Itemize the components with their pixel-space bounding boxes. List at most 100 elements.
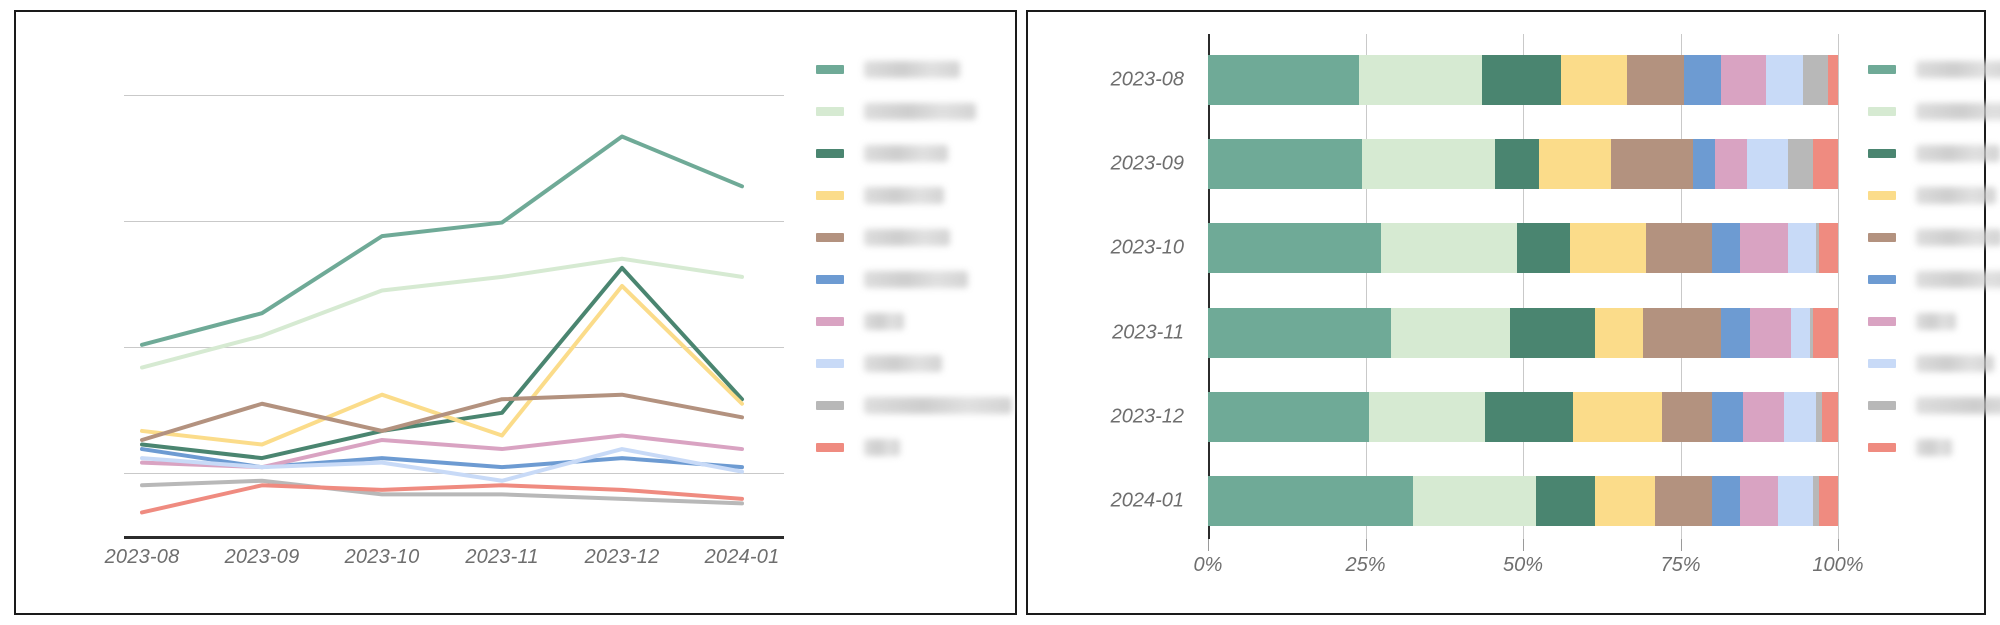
bar-segment-series-8[interactable] xyxy=(1778,475,1813,526)
bar-segment-series-2[interactable] xyxy=(1362,139,1495,190)
bar-segment-series-3[interactable] xyxy=(1510,307,1596,358)
legend-bar-item[interactable] xyxy=(1868,216,2000,258)
bar-segment-series-10[interactable] xyxy=(1819,475,1838,526)
bar-segment-series-4[interactable] xyxy=(1595,307,1643,358)
legend-item-label xyxy=(864,354,942,372)
bar-segment-series-3[interactable] xyxy=(1482,55,1561,106)
legend-bar-item[interactable] xyxy=(1868,90,2000,132)
bar-segment-series-7[interactable] xyxy=(1740,223,1788,274)
bar-segment-series-1[interactable] xyxy=(1208,55,1360,106)
bar-segment-series-6[interactable] xyxy=(1711,391,1744,442)
bar-segment-series-3[interactable] xyxy=(1485,391,1574,442)
legend-swatch-icon xyxy=(816,400,844,410)
legend-line-item[interactable] xyxy=(816,48,1012,90)
legend-bar-item[interactable] xyxy=(1868,342,2000,384)
bar-segment-series-6[interactable] xyxy=(1711,475,1741,526)
legend-bar-item[interactable] xyxy=(1868,174,2000,216)
legend-item-label xyxy=(1916,102,2000,120)
bar-segment-series-10[interactable] xyxy=(1812,307,1838,358)
bar-segment-series-1[interactable] xyxy=(1208,139,1363,190)
line-series-series-5 xyxy=(140,392,744,442)
bar-segment-series-4[interactable] xyxy=(1573,391,1662,442)
bar-segment-series-9[interactable] xyxy=(1815,223,1820,274)
bar-segment-series-3[interactable] xyxy=(1494,139,1539,190)
stacked-bar-row[interactable]: 2023-09 xyxy=(1111,139,1838,190)
bar-segment-series-1[interactable] xyxy=(1208,223,1382,274)
stacked-bar-row[interactable]: 2023-10 xyxy=(1111,223,1838,274)
bar-segment-series-8[interactable] xyxy=(1765,55,1804,106)
line-chart-legend xyxy=(816,48,1012,468)
bar-segment-series-9[interactable] xyxy=(1815,391,1823,442)
bar-segment-series-10[interactable] xyxy=(1819,223,1838,274)
bar-segment-series-6[interactable] xyxy=(1683,55,1722,106)
legend-bar-item[interactable] xyxy=(1868,258,2000,300)
legend-line-item[interactable] xyxy=(816,426,1012,468)
bar-segment-series-8[interactable] xyxy=(1746,139,1788,190)
legend-line-item[interactable] xyxy=(816,300,1012,342)
legend-swatch-icon xyxy=(816,358,844,368)
legend-bar-item[interactable] xyxy=(1868,132,2000,174)
line-series-series-1 xyxy=(140,134,744,347)
legend-line-item[interactable] xyxy=(816,342,1012,384)
bar-segment-series-5[interactable] xyxy=(1626,55,1684,106)
bar-segment-series-3[interactable] xyxy=(1516,223,1571,274)
stacked-bar-row[interactable]: 2024-01 xyxy=(1111,475,1838,526)
bar-segment-series-7[interactable] xyxy=(1721,55,1766,106)
bar-segment-series-4[interactable] xyxy=(1538,139,1612,190)
legend-line-item[interactable] xyxy=(816,90,1012,132)
bar-segment-series-5[interactable] xyxy=(1655,475,1712,526)
bar-row-label: 2024-01 xyxy=(1110,489,1184,512)
bar-segment-series-4[interactable] xyxy=(1570,223,1646,274)
bar-segment-series-8[interactable] xyxy=(1787,223,1816,274)
bar-segment-series-10[interactable] xyxy=(1812,139,1838,190)
bar-segment-series-5[interactable] xyxy=(1611,139,1694,190)
legend-swatch-icon xyxy=(1868,358,1896,368)
stacked-bar-row[interactable]: 2023-08 xyxy=(1111,55,1838,106)
bar-segment-series-7[interactable] xyxy=(1743,391,1785,442)
legend-item-label xyxy=(1916,186,1996,204)
bar-segment-series-8[interactable] xyxy=(1790,307,1810,358)
bar-segment-series-1[interactable] xyxy=(1208,391,1369,442)
stacked-bar-row[interactable]: 2023-12 xyxy=(1111,391,1838,442)
bar-segment-series-9[interactable] xyxy=(1809,307,1813,358)
bar-segment-series-9[interactable] xyxy=(1812,475,1820,526)
bar-segment-series-7[interactable] xyxy=(1749,307,1791,358)
bar-segment-series-5[interactable] xyxy=(1642,307,1722,358)
legend-bar-item[interactable] xyxy=(1868,48,2000,90)
legend-line-item[interactable] xyxy=(816,132,1012,174)
bar-segment-series-2[interactable] xyxy=(1390,307,1511,358)
bar-segment-series-2[interactable] xyxy=(1412,475,1536,526)
legend-swatch-icon xyxy=(816,442,844,452)
legend-bar-item[interactable] xyxy=(1868,300,2000,342)
stacked-bar-plot-area: 2023-08 2023-09 2023-10 2023-11 2023-12 2024-… xyxy=(1111,34,1864,576)
legend-item-label xyxy=(1916,60,2000,78)
bar-segment-series-2[interactable] xyxy=(1381,223,1517,274)
legend-line-item[interactable] xyxy=(816,384,1012,426)
bar-segment-series-5[interactable] xyxy=(1645,223,1712,274)
legend-line-item[interactable] xyxy=(816,174,1012,216)
stacked-bar-row[interactable]: 2023-11 xyxy=(1112,307,1838,358)
bar-segment-series-6[interactable] xyxy=(1693,139,1716,190)
bar-segment-series-6[interactable] xyxy=(1721,307,1750,358)
bar-segment-series-10[interactable] xyxy=(1828,55,1838,106)
legend-line-item[interactable] xyxy=(816,216,1012,258)
legend-bar-item[interactable] xyxy=(1868,384,2000,426)
bar-segment-series-7[interactable] xyxy=(1715,139,1747,190)
bar-segment-series-10[interactable] xyxy=(1822,391,1838,442)
bar-segment-series-9[interactable] xyxy=(1803,55,1829,106)
bar-segment-series-2[interactable] xyxy=(1368,391,1486,442)
legend-line-item[interactable] xyxy=(816,258,1012,300)
bar-segment-series-1[interactable] xyxy=(1208,475,1413,526)
bar-segment-series-3[interactable] xyxy=(1535,475,1596,526)
bar-segment-series-4[interactable] xyxy=(1560,55,1627,106)
legend-bar-item[interactable] xyxy=(1868,426,2000,468)
bar-segment-series-7[interactable] xyxy=(1740,475,1779,526)
bar-segment-series-5[interactable] xyxy=(1661,391,1712,442)
bar-segment-series-6[interactable] xyxy=(1711,223,1741,274)
bar-segment-series-8[interactable] xyxy=(1784,391,1816,442)
bar-segment-series-9[interactable] xyxy=(1787,139,1813,190)
y-axis-line xyxy=(1208,34,1210,539)
bar-segment-series-1[interactable] xyxy=(1208,307,1391,358)
bar-segment-series-4[interactable] xyxy=(1595,475,1656,526)
bar-segment-series-2[interactable] xyxy=(1359,55,1483,106)
